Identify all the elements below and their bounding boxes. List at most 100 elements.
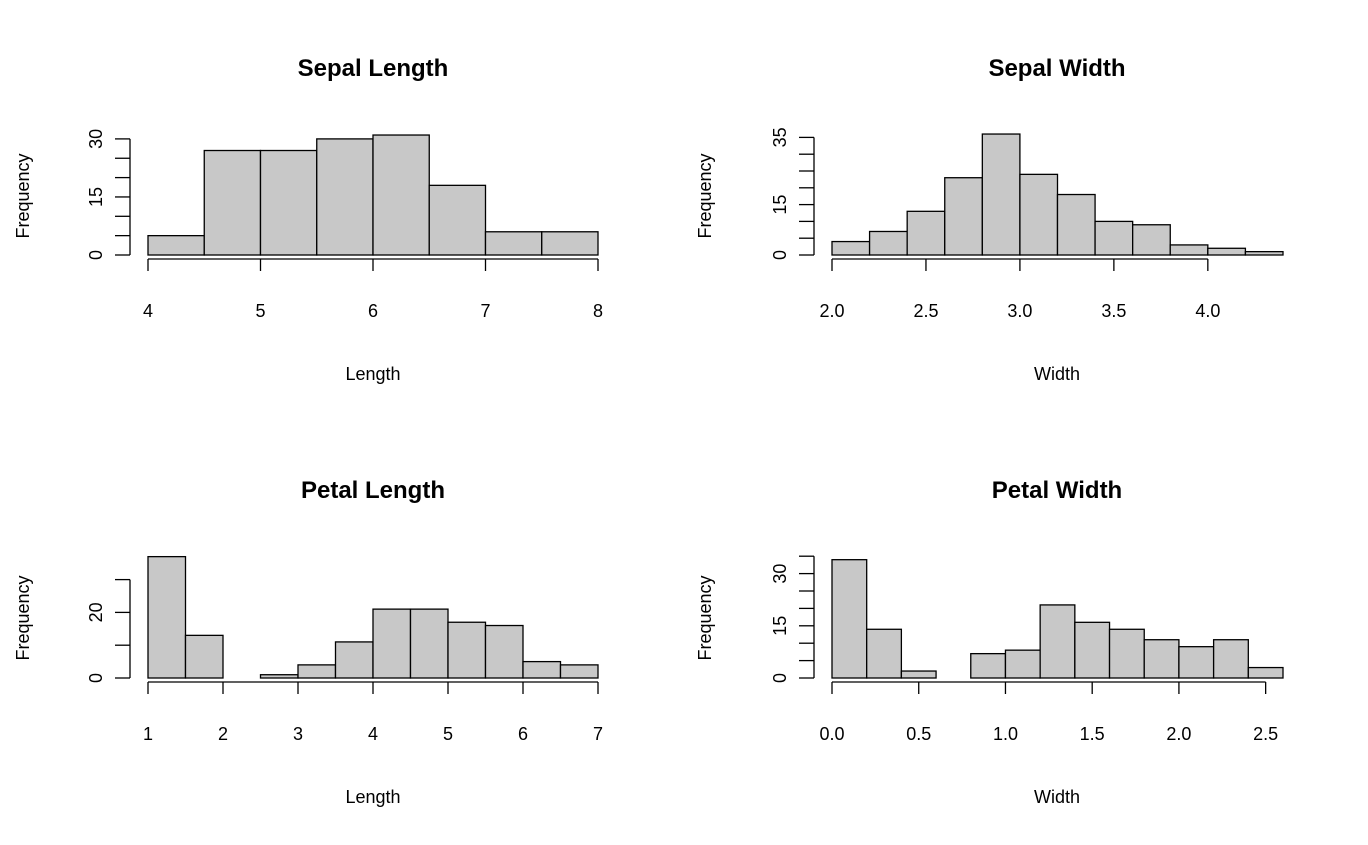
bars xyxy=(831,133,1284,256)
histogram-bar xyxy=(372,134,430,256)
histogram-bar xyxy=(900,670,937,679)
bars xyxy=(831,559,1284,679)
x-axis-label: Length xyxy=(345,787,400,807)
x-tick-label: 0.5 xyxy=(906,724,931,744)
histogram-bar xyxy=(316,138,374,256)
chart-title: Petal Width xyxy=(992,477,1122,504)
histogram-bar xyxy=(1207,247,1247,256)
y-axis: 0 15 30 xyxy=(770,555,815,683)
x-axis: 4 5 6 7 8 xyxy=(143,258,603,321)
histogram-bar xyxy=(259,149,318,256)
x-axis-label: Length xyxy=(345,364,400,384)
histogram-bar xyxy=(1169,244,1209,256)
histogram-bar xyxy=(484,624,524,679)
x-tick-label: 1.0 xyxy=(993,724,1018,744)
x-tick-label: 7 xyxy=(593,724,603,744)
chart-title: Sepal Width xyxy=(988,55,1125,82)
histogram-bar xyxy=(1004,649,1041,679)
histogram-bar xyxy=(831,559,868,679)
x-tick-label: 2.5 xyxy=(1253,724,1278,744)
histogram-bar xyxy=(1212,639,1249,679)
histogram-bar xyxy=(203,149,262,256)
y-axis-label: Frequency xyxy=(695,153,715,238)
x-axis-label: Width xyxy=(1034,787,1080,807)
histogram-bar xyxy=(1244,250,1284,256)
histogram-bar xyxy=(981,133,1021,256)
bars xyxy=(147,134,599,256)
histogram-bar xyxy=(409,608,449,679)
histogram-bar xyxy=(1074,621,1111,679)
y-tick-label: 30 xyxy=(770,564,790,584)
x-tick-label: 1.5 xyxy=(1080,724,1105,744)
x-tick-label: 6 xyxy=(518,724,528,744)
x-tick-label: 3.5 xyxy=(1101,301,1126,321)
y-axis-label: Frequency xyxy=(13,575,33,660)
y-tick-label: 15 xyxy=(770,616,790,636)
histogram-bar xyxy=(522,660,562,679)
histogram-bar xyxy=(259,674,299,679)
chart-title: Petal Length xyxy=(301,477,445,504)
histogram-bar xyxy=(906,210,946,256)
y-tick-label: 35 xyxy=(770,127,790,147)
x-tick-label: 5 xyxy=(443,724,453,744)
x-tick-label: 2.0 xyxy=(819,301,844,321)
y-tick-label: 0 xyxy=(770,250,790,260)
panel-petal-length: Petal Length Frequency Length 1 2 3 4 5 6 7 0 2… xyxy=(13,477,603,807)
y-tick-label: 0 xyxy=(86,673,106,683)
x-tick-label: 3.0 xyxy=(1007,301,1032,321)
x-tick-label: 2.5 xyxy=(913,301,938,321)
histogram-bar xyxy=(970,652,1007,679)
histogram-bar xyxy=(1132,224,1171,256)
histogram-bar xyxy=(866,628,903,679)
x-axis: 1 2 3 4 5 6 7 xyxy=(143,681,603,744)
histogram-bar xyxy=(1094,220,1134,256)
x-tick-label: 4 xyxy=(143,301,153,321)
x-tick-label: 4.0 xyxy=(1195,301,1220,321)
histogram-bar xyxy=(1143,639,1180,679)
histogram-bar xyxy=(559,664,599,679)
panel-petal-width: Petal Width Frequency Width 0.0 0.5 1.0 1.5… xyxy=(695,477,1284,807)
y-axis-label: Frequency xyxy=(13,153,33,238)
chart-title: Sepal Length xyxy=(298,55,449,82)
panel-sepal-length: Sepal Length Frequency Length 4 5 6 7 8 0 15 3… xyxy=(13,55,603,384)
histogram-bar xyxy=(868,230,908,256)
histogram-bar xyxy=(447,621,487,679)
histogram-bar xyxy=(1056,193,1096,256)
y-tick-label: 30 xyxy=(86,129,106,149)
histogram-bar xyxy=(1039,604,1076,679)
x-tick-label: 4 xyxy=(368,724,378,744)
histogram-bar xyxy=(1019,173,1059,256)
histogram-bar xyxy=(1247,666,1284,679)
histogram-bar xyxy=(831,240,871,256)
y-axis: 0 20 xyxy=(86,578,131,683)
bars xyxy=(147,555,599,679)
histogram-bar xyxy=(147,555,187,679)
histogram-bar xyxy=(541,231,599,256)
histogram-bar xyxy=(428,184,487,256)
y-axis: 0 15 35 xyxy=(770,127,815,260)
y-tick-label: 15 xyxy=(86,187,106,207)
x-axis: 0.0 0.5 1.0 1.5 2.0 2.5 xyxy=(819,681,1278,744)
x-tick-label: 2.0 xyxy=(1166,724,1191,744)
histogram-bar xyxy=(484,231,543,256)
histogram-bar xyxy=(1108,628,1145,679)
panel-sepal-width: Sepal Width Frequency Width 2.0 2.5 3.0 3.5… xyxy=(695,55,1284,384)
histogram-bar xyxy=(184,634,224,679)
histogram-bar xyxy=(297,664,337,679)
x-tick-label: 8 xyxy=(593,301,603,321)
y-tick-label: 20 xyxy=(86,602,106,622)
x-axis: 2.0 2.5 3.0 3.5 4.0 xyxy=(819,258,1220,321)
x-tick-label: 2 xyxy=(218,724,228,744)
x-tick-label: 3 xyxy=(293,724,303,744)
y-tick-label: 0 xyxy=(86,250,106,260)
histogram-bar xyxy=(1178,646,1215,679)
x-tick-label: 0.0 xyxy=(819,724,844,744)
histogram-bar xyxy=(334,641,374,679)
histogram-bar xyxy=(944,177,983,256)
x-axis-label: Width xyxy=(1034,364,1080,384)
x-tick-label: 5 xyxy=(255,301,265,321)
y-tick-label: 0 xyxy=(770,673,790,683)
y-axis: 0 15 30 xyxy=(86,129,131,260)
